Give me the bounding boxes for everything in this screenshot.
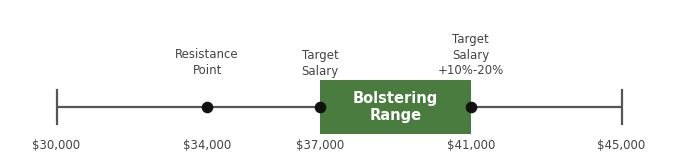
Point (465, 106, 476, 108)
Text: Bolstering
Range: Bolstering Range (353, 91, 438, 123)
FancyBboxPatch shape (320, 80, 471, 134)
Point (315, 106, 325, 108)
Text: Target
Salary: Target Salary (302, 49, 339, 78)
Text: $37,000: $37,000 (296, 139, 344, 152)
Text: $41,000: $41,000 (447, 139, 495, 152)
Text: $30,000: $30,000 (33, 139, 81, 152)
Text: Resistance
Point: Resistance Point (176, 49, 239, 78)
Text: $34,000: $34,000 (183, 139, 231, 152)
Text: Target
Salary
+10%-20%: Target Salary +10%-20% (438, 33, 504, 78)
Point (202, 106, 213, 108)
Text: $45,000: $45,000 (597, 139, 645, 152)
